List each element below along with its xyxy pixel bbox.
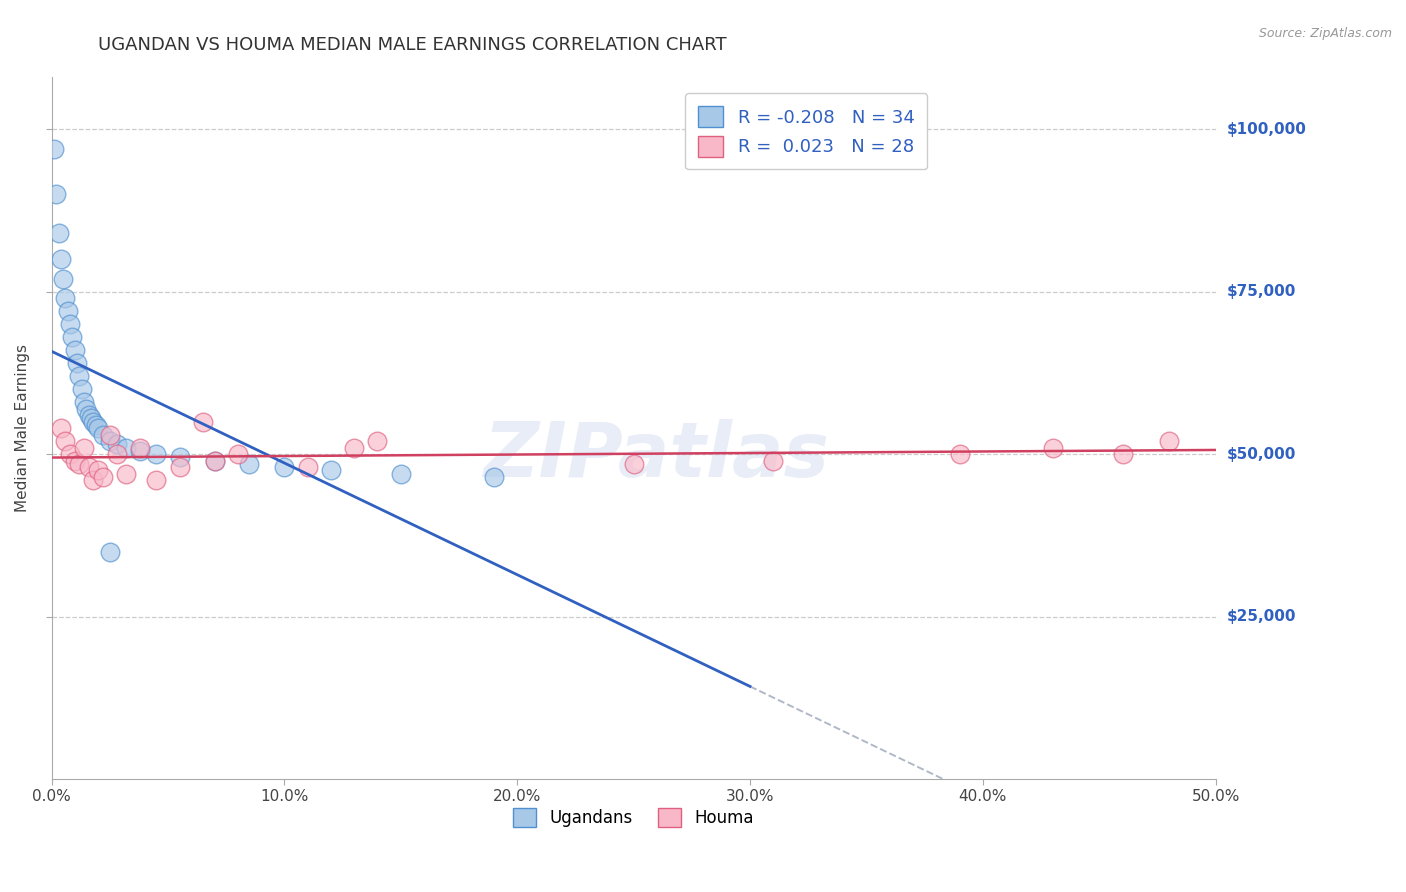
Point: [69, 457, 91, 471]
Text: ZIPatlas: ZIPatlas: [484, 419, 830, 493]
Text: $75,000: $75,000: [1227, 285, 1296, 300]
Point: [75, 401, 97, 416]
Point: [77, 460, 100, 475]
Point: [49, 252, 72, 267]
Point: [145, 447, 167, 461]
Point: [59, 318, 82, 332]
Point: [226, 447, 249, 461]
Text: UGANDAN VS HOUMA MEDIAN MALE EARNINGS CORRELATION CHART: UGANDAN VS HOUMA MEDIAN MALE EARNINGS CO…: [98, 36, 727, 54]
Point: [66, 356, 89, 370]
Point: [297, 460, 319, 475]
Point: [70, 382, 93, 396]
Text: Source: ZipAtlas.com: Source: ZipAtlas.com: [1258, 27, 1392, 40]
Point: [105, 447, 128, 461]
Point: [55, 291, 77, 305]
Point: [191, 415, 214, 429]
Point: [169, 450, 191, 465]
Point: [82, 415, 104, 429]
Point: [80, 411, 103, 425]
Point: [145, 473, 167, 487]
Point: [48, 227, 70, 241]
Point: [63, 343, 86, 358]
Point: [273, 460, 295, 475]
Point: [1042, 441, 1064, 455]
Point: [98, 544, 121, 558]
Text: $100,000: $100,000: [1227, 122, 1306, 136]
Point: [59, 447, 82, 461]
Point: [129, 444, 152, 458]
Point: [238, 457, 260, 471]
Point: [115, 467, 138, 481]
Point: [52, 272, 75, 286]
Point: [129, 441, 152, 455]
Point: [204, 453, 226, 467]
Point: [204, 453, 226, 467]
Point: [84, 417, 107, 432]
Point: [49, 421, 72, 435]
Point: [77, 408, 100, 422]
Point: [389, 467, 412, 481]
Point: [98, 427, 121, 442]
Point: [948, 447, 970, 461]
Point: [56, 304, 79, 318]
Point: [73, 441, 96, 455]
Point: [105, 437, 128, 451]
Point: [69, 369, 91, 384]
Point: [319, 463, 342, 477]
Point: [42, 142, 65, 156]
Point: [87, 463, 110, 477]
Point: [343, 441, 366, 455]
Y-axis label: Median Male Earnings: Median Male Earnings: [15, 344, 30, 512]
Point: [87, 421, 110, 435]
Point: [91, 427, 114, 442]
Point: [366, 434, 388, 449]
Point: [623, 457, 645, 471]
Point: [762, 453, 785, 467]
Point: [1111, 447, 1133, 461]
Legend: Ugandans, Houma: Ugandans, Houma: [506, 801, 761, 834]
Point: [91, 470, 114, 484]
Point: [482, 470, 505, 484]
Point: [169, 460, 191, 475]
Point: [63, 453, 86, 467]
Point: [45, 187, 67, 202]
Point: [82, 473, 104, 487]
Point: [98, 434, 121, 449]
Point: [1157, 434, 1180, 449]
Text: $50,000: $50,000: [1227, 447, 1296, 462]
Point: [55, 434, 77, 449]
Point: [73, 395, 96, 409]
Text: $25,000: $25,000: [1227, 609, 1296, 624]
Point: [62, 330, 84, 344]
Point: [115, 441, 138, 455]
